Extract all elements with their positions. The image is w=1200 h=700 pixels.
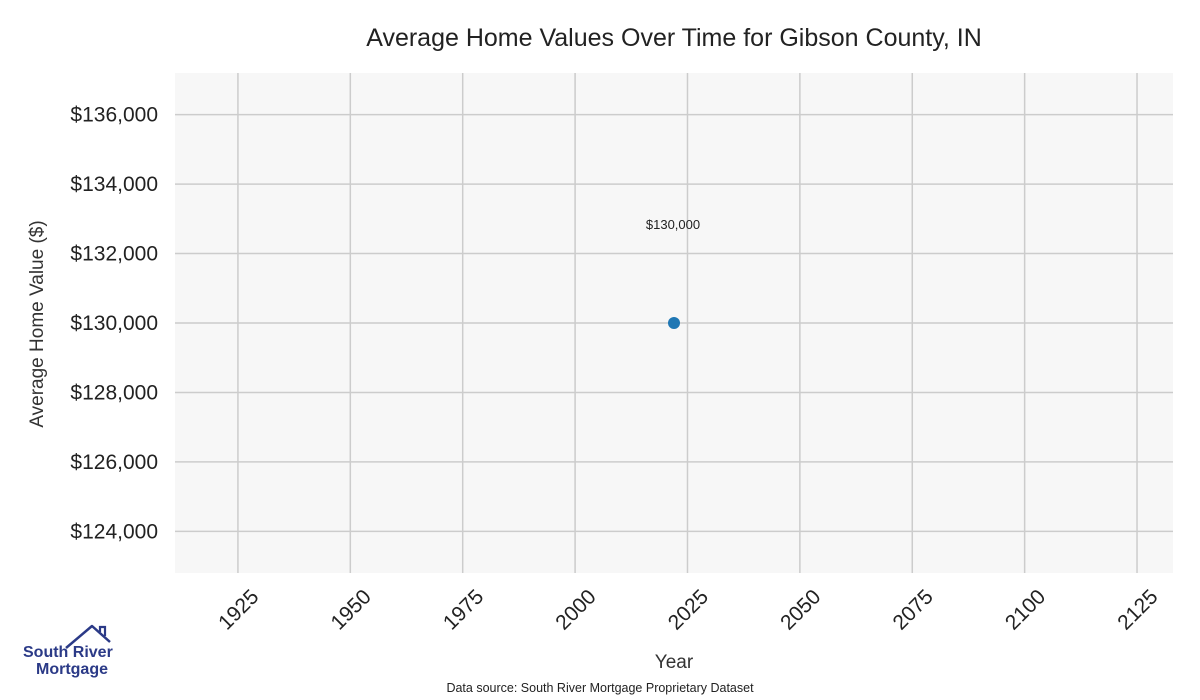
x-tick-label: 2075 (888, 585, 937, 634)
x-tick-label: 2125 (1113, 585, 1162, 634)
south-river-logo: South River Mortgage (22, 622, 142, 682)
y-axis-label: Average Home Value ($) (27, 220, 48, 427)
y-tick-label: $126,000 (70, 451, 158, 474)
data-point (668, 317, 680, 329)
y-tick-label: $128,000 (70, 381, 158, 404)
logo-text-line1: South River (23, 644, 113, 661)
y-axis-ticks: $124,000 $126,000 $128,000 $130,000 $132,000… (70, 104, 158, 544)
y-tick-label: $136,000 (70, 104, 158, 127)
chart-title: Average Home Values Over Time for Gibson… (366, 24, 982, 52)
data-points: $130,000 (646, 217, 700, 329)
x-tick-label: 2025 (664, 585, 713, 634)
x-tick-label: 2100 (1001, 585, 1050, 634)
x-axis-ticks: 1925 1950 1975 2000 2025 2050 2075 2100 2125 (214, 585, 1162, 634)
y-tick-label: $124,000 (70, 520, 158, 543)
data-source-note: Data source: South River Mortgage Propri… (446, 681, 754, 695)
y-tick-label: $132,000 (70, 243, 158, 266)
logo-text-line2: Mortgage (36, 661, 108, 678)
x-tick-label: 1950 (327, 585, 376, 634)
x-axis-label: Year (655, 652, 694, 673)
x-tick-label: 2000 (551, 585, 600, 634)
data-point-label: $130,000 (646, 217, 700, 232)
y-tick-label: $134,000 (70, 173, 158, 196)
x-tick-label: 1975 (439, 585, 488, 634)
grid-lines (175, 73, 1173, 573)
x-tick-label: 1925 (214, 585, 263, 634)
house-roof-icon (65, 624, 111, 649)
x-tick-label: 2050 (776, 585, 825, 634)
y-tick-label: $130,000 (70, 312, 158, 335)
